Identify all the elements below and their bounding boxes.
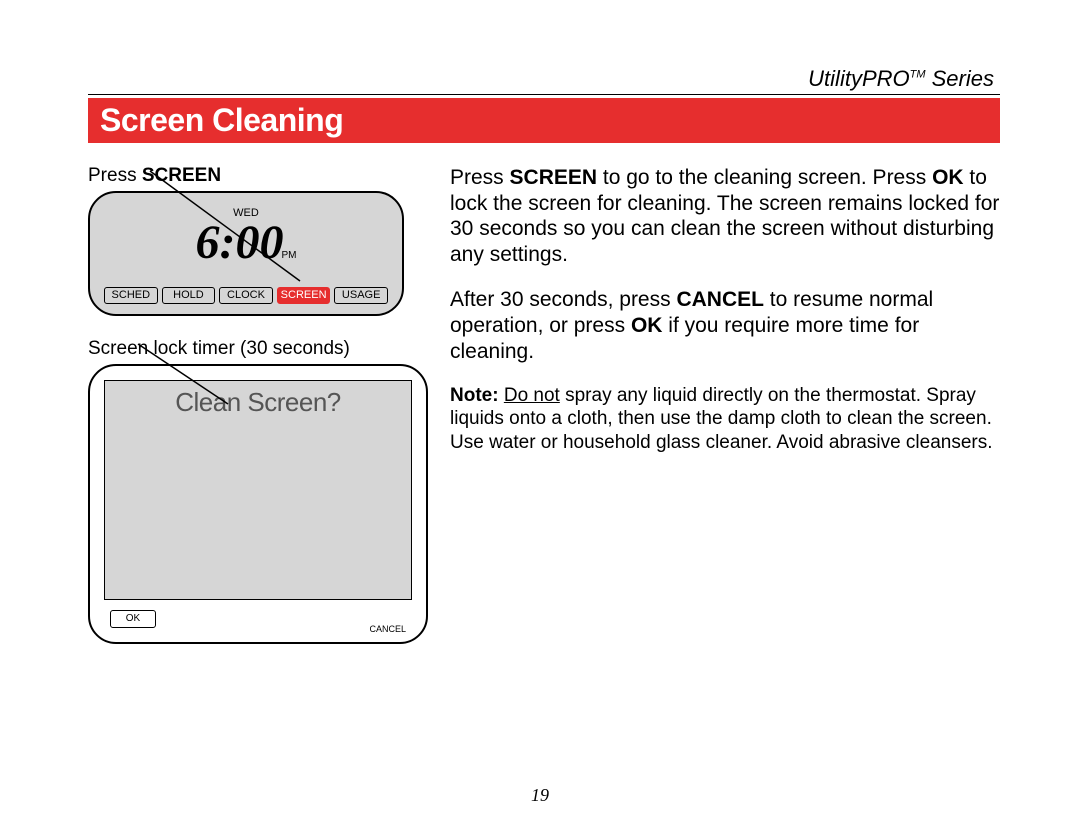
caption-press-screen: Press SCREEN: [88, 165, 428, 187]
paragraph-2: After 30 seconds, press CANCEL to resume…: [450, 287, 1000, 364]
thermostat-button-clock[interactable]: CLOCK: [219, 287, 273, 304]
left-column: Press SCREEN WED 6:00PM SCHEDHOLDCLOCKSC…: [88, 165, 428, 644]
caption-lock-timer: Screen lock timer (30 seconds): [88, 338, 428, 360]
lcd-bottom: Clean Screen?: [104, 380, 412, 600]
note-label: Note:: [450, 385, 499, 406]
section-title: Screen Cleaning: [88, 98, 1000, 143]
paragraph-1: Press SCREEN to go to the cleaning scree…: [450, 165, 1000, 267]
thermostat-button-usage[interactable]: USAGE: [334, 287, 388, 304]
thermostat-bottom: Clean Screen? OK CANCEL: [88, 364, 428, 644]
right-column: Press SCREEN to go to the cleaning scree…: [450, 165, 1000, 644]
thermostat-button-screen[interactable]: SCREEN: [277, 287, 331, 304]
lcd-top: WED 6:00PM: [104, 207, 388, 278]
ok-button[interactable]: OK: [110, 610, 156, 628]
thermostat-button-sched[interactable]: SCHED: [104, 287, 158, 304]
series-header: UtilityPROTM Series: [88, 66, 1000, 92]
series-name: UtilityPRO: [808, 66, 909, 91]
thermostat-top: WED 6:00PM SCHEDHOLDCLOCKSCREENUSAGE: [88, 191, 404, 316]
thermostat-top-figure: WED 6:00PM SCHEDHOLDCLOCKSCREENUSAGE: [88, 191, 428, 316]
page-number: 19: [0, 785, 1080, 806]
header-rule: [88, 94, 1000, 95]
thermostat-button-hold[interactable]: HOLD: [162, 287, 216, 304]
thermostat-buttons-row: SCHEDHOLDCLOCKSCREENUSAGE: [104, 287, 388, 304]
cancel-button[interactable]: CANCEL: [369, 624, 406, 634]
series-suffix: Series: [926, 66, 994, 91]
clean-screen-prompt: Clean Screen?: [105, 387, 411, 418]
trademark: TM: [910, 69, 926, 81]
thermostat-bottom-figure: Clean Screen? OK CANCEL: [88, 364, 428, 644]
time-display: 6:00PM: [196, 215, 297, 270]
note-paragraph: Note: Do not spray any liquid directly o…: [450, 384, 1000, 454]
note-underline: Do not: [504, 385, 560, 406]
